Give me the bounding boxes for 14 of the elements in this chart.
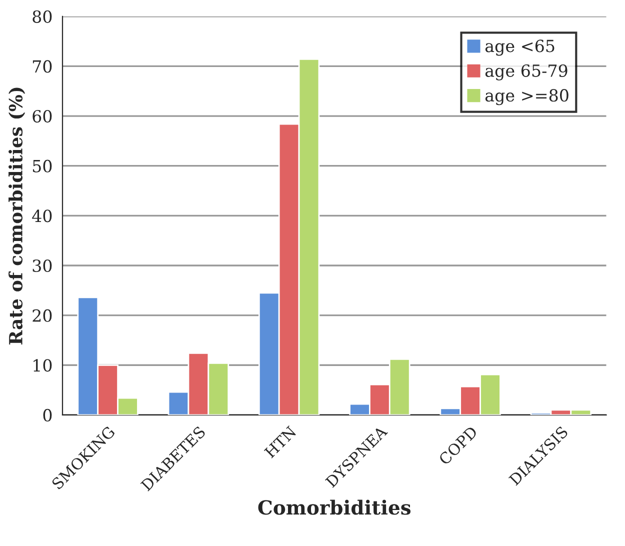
y-tick-label: 20 — [32, 309, 52, 322]
y-tick-label: 80 — [32, 10, 52, 23]
y-tick-label: 10 — [34, 359, 52, 372]
y-tick-label: 30 — [32, 259, 52, 272]
legend-label: age 65-79 — [485, 64, 568, 80]
y-tick-label: 40 — [32, 210, 52, 222]
y-axis-title: Rate of comorbidities (%) — [8, 88, 26, 345]
y-tick-label: 0 — [43, 408, 52, 422]
y-tick-label: 50 — [32, 160, 52, 172]
x-axis-title: Comorbidities — [258, 500, 411, 515]
legend-label: age <65 — [485, 40, 554, 56]
y-tick-label: 70 — [32, 60, 52, 73]
y-tick-label: 60 — [32, 110, 52, 123]
legend-label: age >=80 — [485, 89, 568, 106]
